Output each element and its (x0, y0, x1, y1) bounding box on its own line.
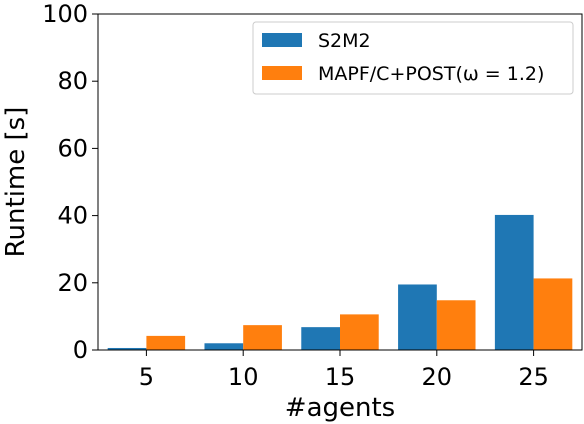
x-axis-title: #agents (285, 393, 395, 423)
x-tick-label: 15 (325, 363, 356, 391)
legend-label-mapf: MAPF/C+POST(ω = 1.2) (318, 63, 544, 85)
y-tick-label: 100 (42, 0, 88, 28)
x-tick-label: 10 (228, 363, 259, 391)
legend-box (252, 21, 574, 95)
y-tick-label: 0 (73, 336, 88, 364)
bar-mapf-25 (533, 278, 573, 350)
bar-s2m2-5 (107, 347, 147, 350)
y-tick-label: 80 (57, 67, 88, 95)
y-axis-title: Runtime [s] (1, 107, 31, 258)
bars-group (107, 214, 573, 350)
bar-s2m2-15 (301, 327, 340, 350)
x-tick-label: 5 (139, 363, 154, 391)
bar-s2m2-10 (204, 343, 244, 350)
y-tick-label: 60 (57, 134, 88, 162)
x-axis: 5 10 15 20 25 (139, 350, 549, 391)
bar-mapf-10 (243, 325, 282, 350)
bar-mapf-5 (146, 335, 186, 350)
bar-s2m2-20 (398, 284, 437, 350)
bar-mapf-15 (340, 314, 379, 350)
bar-mapf-20 (436, 300, 476, 350)
legend-swatch-s2m2 (262, 33, 302, 47)
y-tick-label: 40 (57, 202, 88, 230)
bar-s2m2-25 (494, 214, 534, 350)
legend: S2M2 MAPF/C+POST(ω = 1.2) (252, 21, 574, 95)
legend-swatch-mapf (262, 66, 302, 80)
x-tick-label: 20 (422, 363, 453, 391)
y-tick-label: 20 (57, 269, 88, 297)
legend-label-s2m2: S2M2 (318, 30, 371, 52)
x-tick-label: 25 (518, 363, 549, 391)
y-axis: 0 20 40 60 80 100 (42, 0, 98, 364)
